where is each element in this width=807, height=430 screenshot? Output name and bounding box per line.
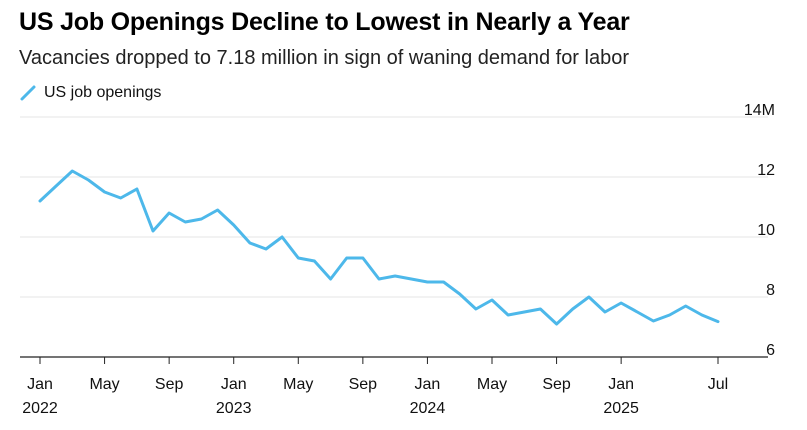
x-tick-label: Jul xyxy=(708,376,728,393)
y-tick-label: 14M xyxy=(744,102,775,119)
y-tick-label: 6 xyxy=(766,342,775,359)
x-tick-label: Sep xyxy=(349,376,378,393)
x-tick-label: Sep xyxy=(542,376,571,393)
y-tick-label: 12 xyxy=(757,162,775,179)
legend-line-icon xyxy=(20,85,36,101)
chart-subtitle: Vacancies dropped to 7.18 million in sig… xyxy=(19,47,629,69)
x-tick-label: May xyxy=(477,376,507,393)
chart-title: US Job Openings Decline to Lowest in Nea… xyxy=(19,8,630,36)
x-tick-label: Jan xyxy=(221,376,247,393)
y-tick-label: 10 xyxy=(757,222,775,239)
x-tick-label: Jan xyxy=(27,376,53,393)
legend-label: US job openings xyxy=(44,84,162,101)
x-tick-label: May xyxy=(283,376,313,393)
y-tick-label: 8 xyxy=(766,282,775,299)
x-tick-year-label: 2022 xyxy=(22,400,58,417)
x-tick-label: Jan xyxy=(608,376,634,393)
x-tick-label: Sep xyxy=(155,376,184,393)
series-line-us-job-openings xyxy=(38,169,720,326)
legend: US job openings xyxy=(19,83,161,103)
x-tick-year-label: 2025 xyxy=(603,400,639,417)
x-tick-year-label: 2023 xyxy=(216,400,252,417)
x-tick-label: Jan xyxy=(415,376,441,393)
x-tick-label: May xyxy=(89,376,119,393)
x-tick-year-label: 2024 xyxy=(410,400,446,417)
